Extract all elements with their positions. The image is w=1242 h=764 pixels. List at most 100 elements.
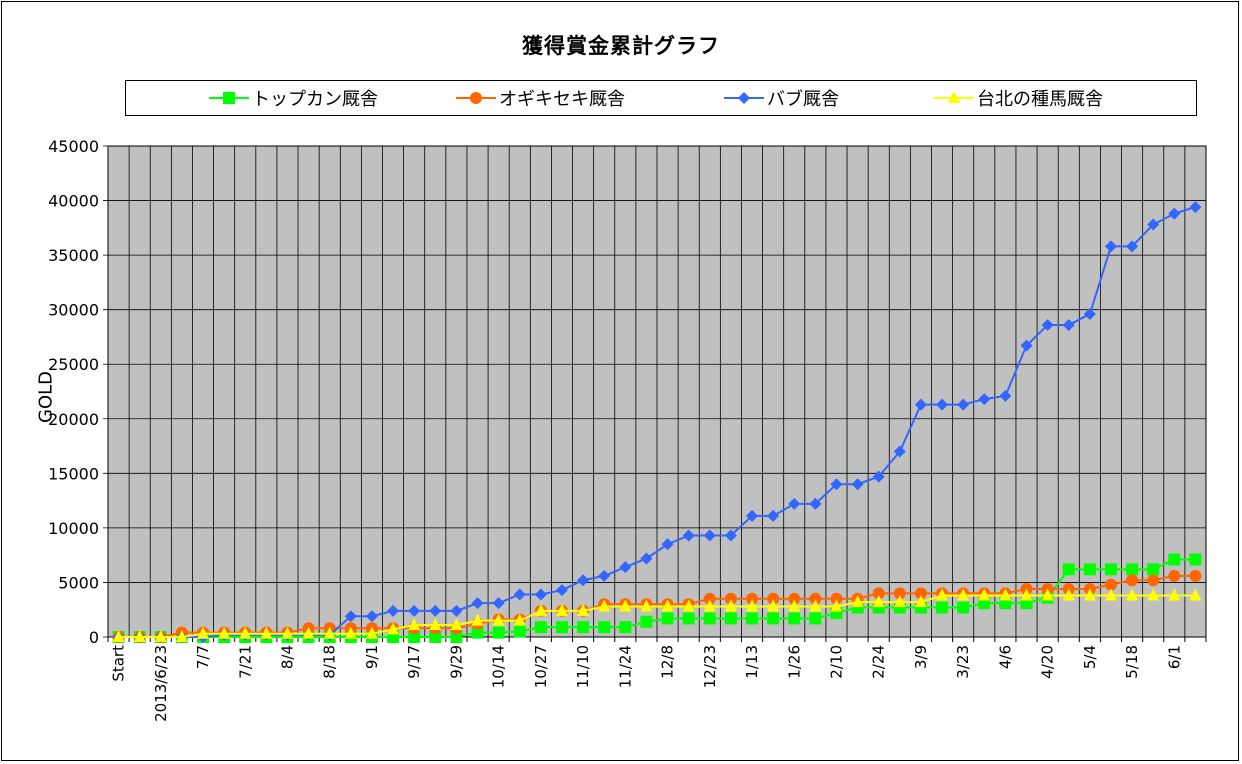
x-tick-label: 10/14 bbox=[490, 645, 508, 688]
y-tick-label: 5000 bbox=[58, 573, 99, 592]
x-tick-label: 8/18 bbox=[321, 645, 339, 679]
data-point bbox=[598, 599, 611, 612]
legend-marker bbox=[738, 92, 750, 104]
series-3 bbox=[112, 201, 1202, 643]
data-point bbox=[936, 588, 949, 601]
y-tick-label: 0 bbox=[89, 628, 99, 647]
data-point bbox=[978, 393, 991, 406]
data-point bbox=[724, 592, 737, 605]
data-point bbox=[598, 621, 611, 634]
data-point bbox=[767, 612, 780, 625]
x-tick-label: 12/23 bbox=[701, 645, 719, 688]
data-point bbox=[1189, 553, 1202, 566]
data-point bbox=[703, 529, 716, 542]
data-point bbox=[957, 398, 970, 411]
data-point bbox=[640, 552, 653, 565]
data-point bbox=[1147, 563, 1160, 576]
data-point bbox=[640, 615, 653, 628]
data-point bbox=[914, 587, 927, 600]
data-point bbox=[957, 588, 970, 601]
data-point bbox=[1126, 574, 1139, 587]
data-point bbox=[682, 612, 695, 625]
data-point bbox=[534, 588, 547, 601]
x-tick-label: 8/4 bbox=[278, 645, 296, 669]
series-line bbox=[118, 558, 1196, 638]
legend-label: オギキセキ厩舎 bbox=[499, 89, 625, 110]
legend-label: 台北の種馬厩舎 bbox=[977, 89, 1103, 110]
data-point bbox=[746, 509, 759, 522]
data-point bbox=[471, 613, 484, 626]
data-point bbox=[513, 625, 526, 638]
data-point bbox=[260, 626, 273, 639]
data-point bbox=[767, 599, 780, 612]
data-point bbox=[914, 595, 927, 608]
data-point bbox=[1126, 588, 1139, 601]
x-tick-label: 10/27 bbox=[532, 645, 550, 688]
data-point bbox=[914, 398, 927, 411]
data-point bbox=[112, 630, 125, 642]
data-point bbox=[640, 599, 653, 612]
data-point bbox=[936, 398, 949, 411]
data-point bbox=[1189, 201, 1202, 214]
x-tick-label: 5/4 bbox=[1081, 645, 1099, 669]
data-point bbox=[830, 478, 843, 491]
data-point bbox=[788, 599, 801, 612]
data-point bbox=[471, 626, 484, 639]
data-point bbox=[450, 604, 463, 617]
data-point bbox=[1126, 563, 1139, 576]
x-tick-label: 3/9 bbox=[912, 645, 930, 669]
y-tick-label: 20000 bbox=[48, 410, 99, 429]
legend-swatch bbox=[724, 92, 764, 104]
x-tick-label: 2013/6/23 bbox=[152, 645, 170, 722]
data-point bbox=[577, 621, 590, 634]
data-point bbox=[1062, 318, 1075, 331]
data-point bbox=[577, 574, 590, 587]
data-point bbox=[788, 612, 801, 625]
data-point bbox=[1083, 308, 1096, 321]
data-point bbox=[893, 587, 906, 600]
x-tick-label: 1/13 bbox=[743, 645, 761, 679]
data-point bbox=[746, 599, 759, 612]
legend-item: バブ厩舎 bbox=[724, 81, 839, 115]
data-point bbox=[872, 595, 885, 608]
data-point bbox=[492, 613, 505, 626]
data-point bbox=[429, 617, 442, 630]
x-tick-label: 4/20 bbox=[1039, 645, 1057, 679]
data-point bbox=[1104, 563, 1117, 576]
legend-label: トップカン厩舎 bbox=[252, 89, 378, 110]
data-point bbox=[1062, 588, 1075, 601]
data-point bbox=[893, 595, 906, 608]
data-point bbox=[598, 569, 611, 582]
data-point bbox=[809, 497, 822, 510]
data-point bbox=[365, 610, 378, 623]
y-tick-label: 40000 bbox=[48, 192, 99, 211]
series-line bbox=[118, 574, 1196, 638]
x-tick-label: 2/24 bbox=[870, 645, 888, 679]
data-point bbox=[323, 626, 336, 639]
data-point bbox=[619, 561, 632, 574]
legend-item: 台北の種馬厩舎 bbox=[934, 81, 1103, 115]
data-point bbox=[682, 529, 695, 542]
data-point bbox=[661, 612, 674, 625]
data-point bbox=[1126, 240, 1139, 253]
data-point bbox=[175, 630, 188, 642]
data-point bbox=[1147, 574, 1160, 587]
data-point bbox=[1104, 578, 1117, 591]
data-point bbox=[936, 601, 949, 614]
legend-label: バブ厩舎 bbox=[767, 89, 839, 110]
data-point bbox=[365, 626, 378, 639]
data-point bbox=[957, 601, 970, 614]
y-tick-label: 15000 bbox=[48, 464, 99, 483]
data-point bbox=[555, 603, 568, 616]
data-point bbox=[1104, 588, 1117, 601]
data-point bbox=[133, 630, 146, 642]
data-point bbox=[788, 592, 801, 605]
legend-item: トップカン厩舎 bbox=[209, 81, 378, 115]
legend-marker bbox=[223, 92, 235, 104]
data-point bbox=[471, 597, 484, 610]
data-point bbox=[809, 592, 822, 605]
data-point bbox=[577, 603, 590, 616]
data-point bbox=[344, 626, 357, 639]
y-tick-label: 10000 bbox=[48, 519, 99, 538]
